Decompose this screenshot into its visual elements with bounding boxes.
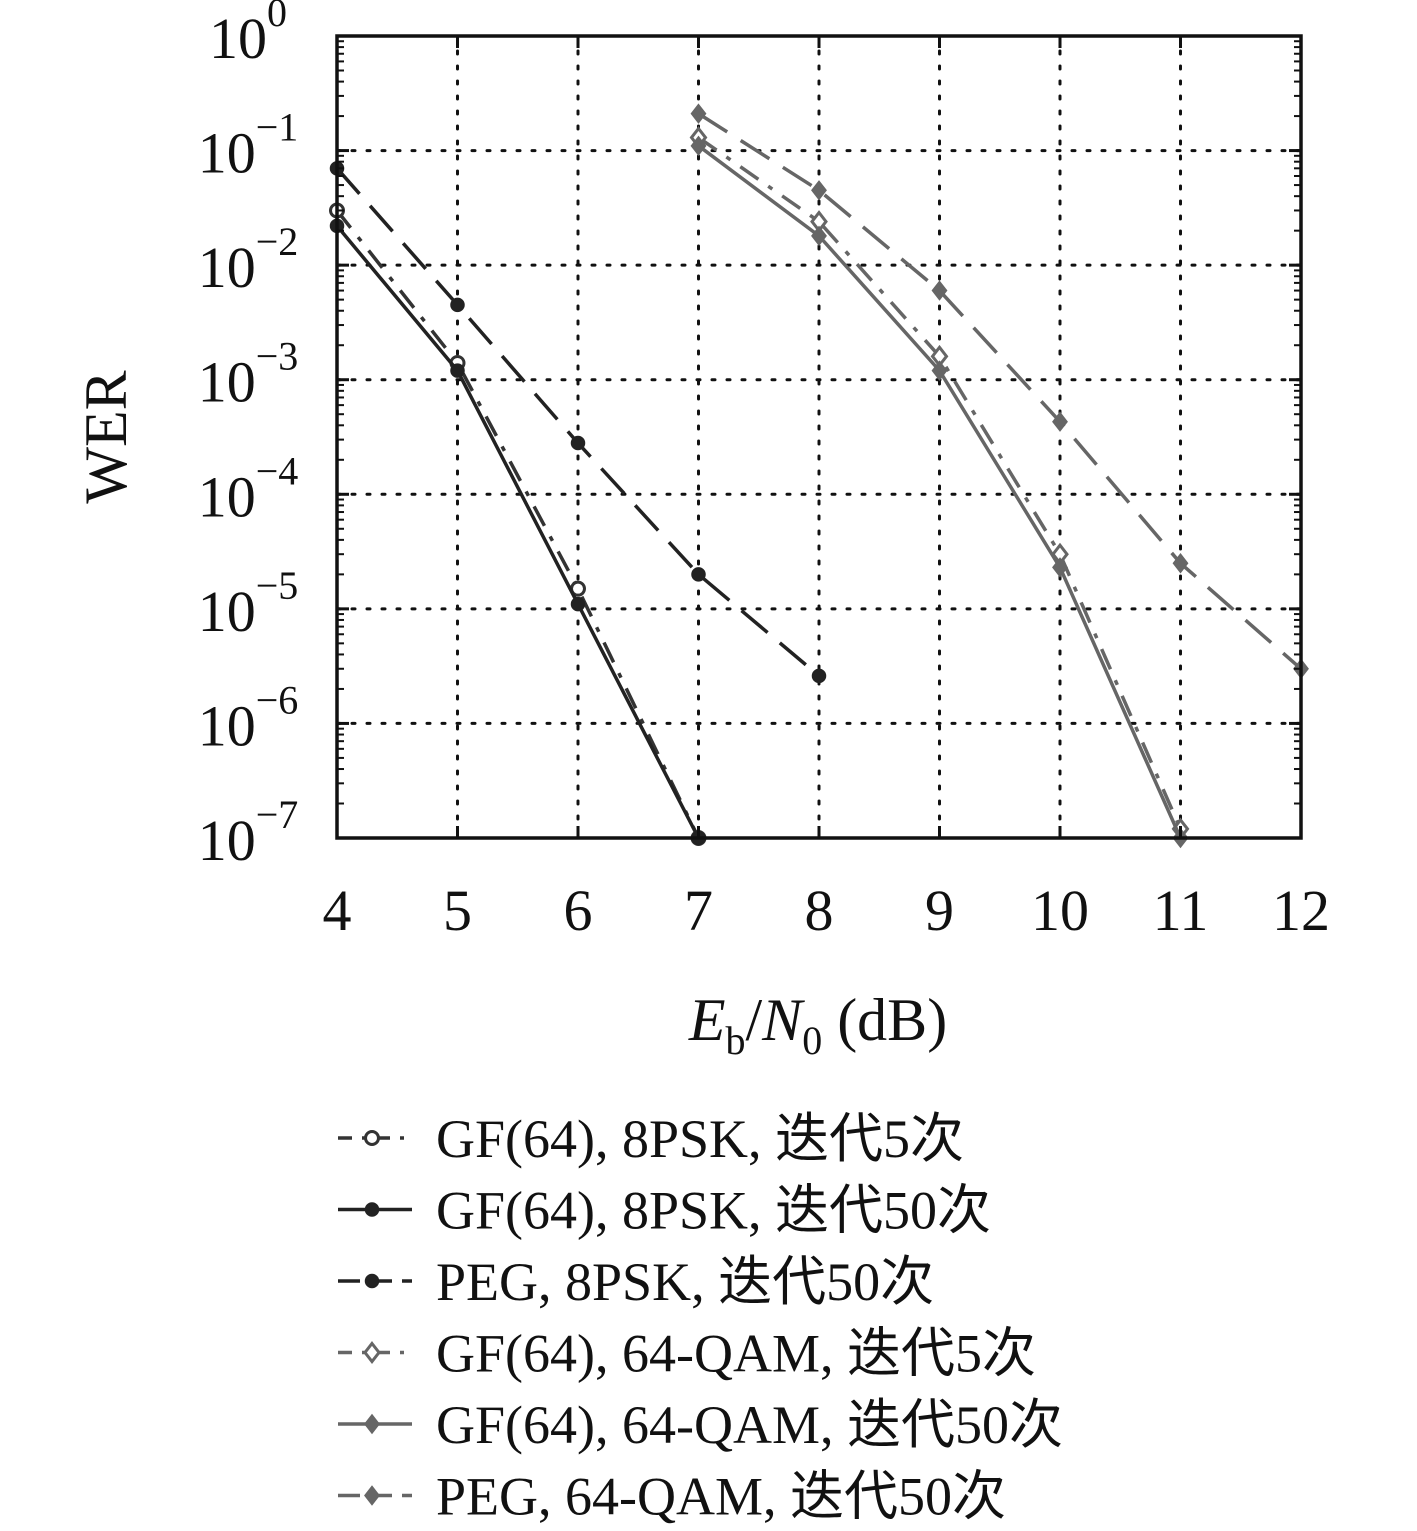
data-point-diamond [363, 1341, 381, 1364]
y-tick-label: 10−6 [198, 677, 299, 758]
legend-label: GF(64), 64-QAM, 迭代5次 [436, 1324, 1036, 1384]
x-axis-title: Eb/N0 (dB) [688, 987, 947, 1063]
x-tick-label: 10 [1031, 878, 1089, 943]
x-tick-label: 11 [1153, 878, 1209, 943]
series-5 [690, 135, 1189, 849]
legend-entry: PEG, 8PSK, 迭代50次 [338, 1252, 934, 1312]
legend-label: GF(64), 8PSK, 迭代5次 [436, 1109, 964, 1169]
data-point-circle [691, 567, 706, 582]
y-tick-labels: 100 10−1 10−2 10−3 10−4 10−5 10−6 10−7 [198, 0, 299, 873]
data-point-diamond [1052, 557, 1068, 578]
legend-label: PEG, 8PSK, 迭代50次 [436, 1252, 934, 1312]
x-tick-labels: 4 5 6 7 8 9 10 11 12 [323, 878, 1331, 943]
x-tick-label: 5 [443, 878, 472, 943]
y-tick-label: 100 [209, 0, 287, 71]
legend-entry: GF(64), 64-QAM, 迭代5次 [338, 1324, 1036, 1384]
data-point-circle [450, 363, 465, 378]
x-tick-label: 9 [925, 878, 954, 943]
data-point-circle [364, 1202, 380, 1217]
y-tick-label: 10−7 [198, 792, 299, 873]
x-axis-title-unit: (dB) [822, 987, 947, 1053]
x-tick-label: 8 [805, 878, 834, 943]
data-point-diamond [1172, 553, 1189, 574]
series-6 [690, 103, 1309, 679]
data-point-diamond [364, 1413, 380, 1435]
data-point-circle [450, 297, 465, 313]
data-point-diamond [690, 103, 707, 124]
x-axis-title-n-sub: 0 [802, 1018, 822, 1063]
data-point-diamond [931, 280, 948, 301]
data-point-diamond [690, 135, 707, 157]
grid-lines [335, 34, 1303, 840]
x-tick-label: 4 [323, 878, 352, 943]
legend: GF(64), 8PSK, 迭代5次 GF(64), 8PSK, 迭代50次 PEG… [338, 1109, 1063, 1527]
series-1 [329, 202, 707, 846]
data-point-diamond [364, 1485, 380, 1506]
legend-label: PEG, 64-QAM, 迭代50次 [436, 1467, 1006, 1527]
data-point-circle [364, 1130, 380, 1146]
y-tick-label: 10−2 [198, 219, 299, 300]
x-axis-title-e-sub: b [725, 1018, 745, 1063]
y-tick-label: 10−4 [198, 448, 299, 529]
legend-entry: GF(64), 8PSK, 迭代5次 [338, 1109, 964, 1169]
series-line [335, 209, 701, 839]
data-point-diamond [811, 225, 827, 247]
legend-entry: GF(64), 8PSK, 迭代50次 [338, 1181, 991, 1241]
data-point-circle [811, 668, 827, 684]
legend-label: GF(64), 64-QAM, 迭代50次 [436, 1395, 1063, 1455]
x-axis-title-n: N [761, 987, 805, 1053]
legend-entry: PEG, 64-QAM, 迭代50次 [338, 1467, 1006, 1527]
series-line [697, 112, 1303, 671]
axis-ticks [335, 34, 1303, 840]
y-tick-label: 10−1 [198, 105, 299, 186]
legend-entry: GF(64), 64-QAM, 迭代50次 [338, 1395, 1063, 1455]
legend-label: GF(64), 8PSK, 迭代50次 [436, 1181, 991, 1241]
series-layer [329, 103, 1309, 849]
data-point-circle [570, 596, 586, 612]
x-axis-title-slash: / [745, 987, 762, 1053]
data-point-diamond [811, 180, 827, 201]
y-axis-title: WER [73, 370, 139, 503]
y-tick-label: 10−3 [198, 334, 299, 415]
series-2 [329, 218, 706, 846]
data-point-circle [364, 1273, 380, 1289]
x-axis-title-e: E [688, 987, 726, 1053]
data-point-circle [570, 435, 586, 451]
x-tick-label: 12 [1272, 878, 1330, 943]
data-point-diamond [931, 360, 948, 381]
series-line [335, 224, 701, 839]
series-3 [329, 161, 827, 684]
x-tick-label: 7 [684, 878, 713, 943]
y-tick-label: 10−5 [198, 563, 299, 644]
x-tick-label: 6 [564, 878, 593, 943]
data-point-diamond [1052, 411, 1068, 432]
